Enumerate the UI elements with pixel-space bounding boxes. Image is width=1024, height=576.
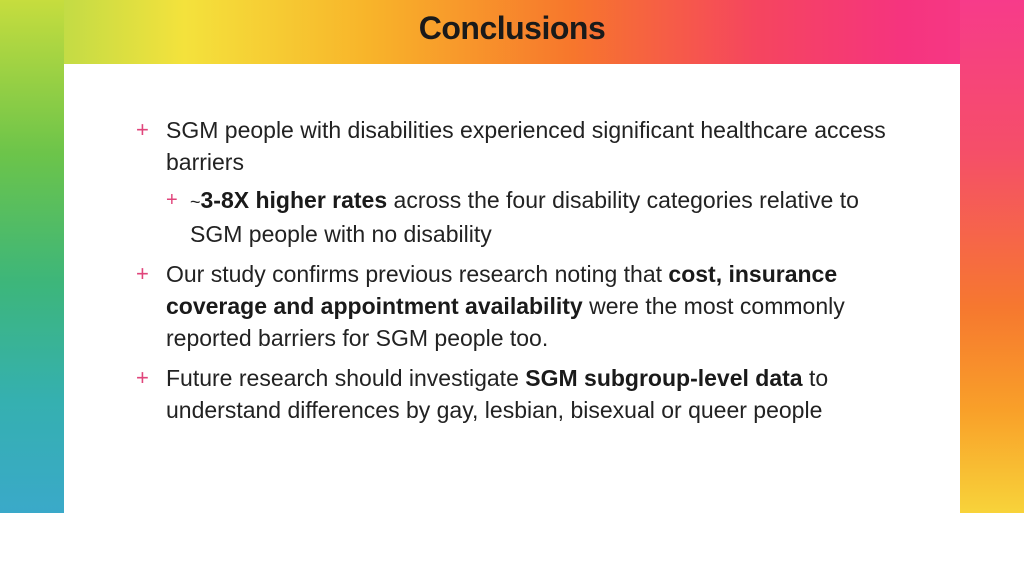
bold-emphasis: 3-8X higher rates <box>200 187 388 213</box>
tilde-symbol: ~ <box>190 192 201 212</box>
plus-bullet-icon: + <box>136 365 149 390</box>
bullet-item-3: + Future research should investigate SGM… <box>136 362 916 426</box>
slide-title: Conclusions <box>418 10 606 46</box>
bold-emphasis: SGM subgroup-level data <box>525 365 803 391</box>
bullet-text-pre: Future research should investigate <box>166 365 526 391</box>
bullet-list: + SGM people with disabilities experienc… <box>136 114 916 434</box>
sub-bullet-text: across the four disability categories re… <box>190 187 859 247</box>
bullet-item-2: + Our study confirms previous research n… <box>136 258 916 354</box>
plus-bullet-icon: + <box>166 189 178 211</box>
bullet-item-1: + SGM people with disabilities experienc… <box>136 114 916 250</box>
left-gradient-band <box>0 0 64 513</box>
bullet-text: SGM people with disabilities experienced… <box>166 117 886 175</box>
bullet-text-post: to understand differences by gay, lesbia… <box>166 365 829 423</box>
sub-bullet-item: + ~3-8X higher rates across the four dis… <box>166 184 916 250</box>
bullet-text-pre: Our study confirms previous research not… <box>166 261 669 287</box>
bullet-text-post: were the most commonly reported barriers… <box>166 293 845 351</box>
plus-bullet-icon: + <box>136 261 149 286</box>
bold-emphasis: cost, insurance coverage and appointment… <box>166 261 838 319</box>
plus-bullet-icon: + <box>136 117 149 142</box>
right-gradient-band <box>960 0 1024 513</box>
content-panel: + SGM people with disabilities experienc… <box>64 64 960 513</box>
